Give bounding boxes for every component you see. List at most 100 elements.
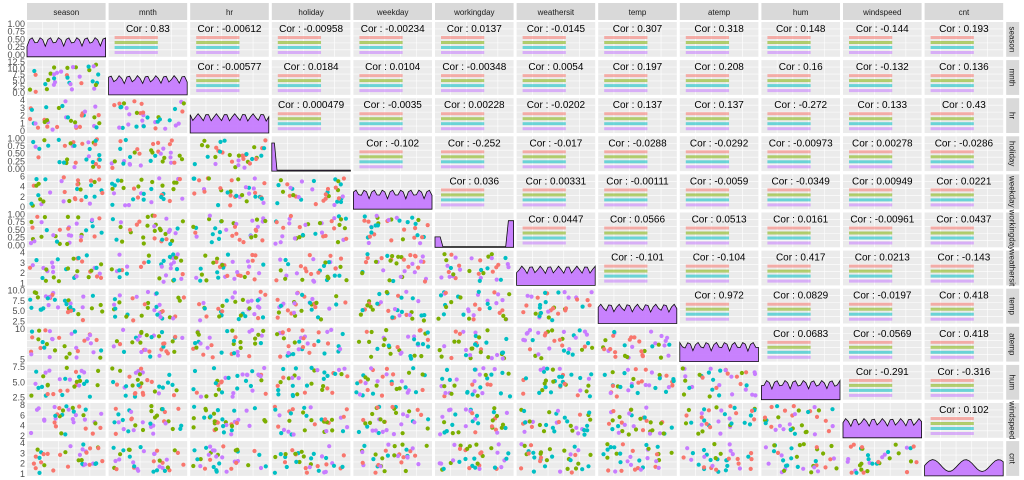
scatter-point	[145, 115, 150, 120]
scatter-point	[391, 372, 396, 377]
scatter-point	[568, 423, 573, 428]
correlation-text: Cor : 0.036	[450, 176, 500, 187]
scatter-point	[233, 335, 238, 340]
scatter-point	[285, 182, 290, 187]
scatter-point	[503, 255, 508, 261]
panel-bg	[190, 403, 269, 438]
group-correlation-3	[359, 122, 403, 126]
scatter-point	[394, 215, 399, 220]
scatter-point	[33, 121, 38, 126]
panel-weekday-mnth	[108, 174, 188, 210]
scatter-point	[211, 411, 217, 416]
scatter-point	[250, 369, 255, 374]
scatter-point	[629, 407, 634, 412]
scatter-point	[149, 335, 154, 340]
scatter-point	[558, 469, 563, 474]
scatter-point	[216, 306, 221, 311]
panel-bg	[679, 60, 759, 95]
panel-windspeed-hr	[190, 403, 269, 438]
scatter-point	[285, 308, 290, 313]
scatter-point	[419, 354, 424, 359]
group-correlation-3	[767, 274, 811, 278]
scatter-point	[247, 191, 252, 196]
group-correlation-3	[359, 46, 403, 49]
scatter-point	[618, 460, 623, 465]
scatter-point	[338, 256, 344, 261]
scatter-point	[617, 414, 622, 420]
scatter-point	[117, 293, 122, 298]
panel-weathersit-weathersit	[516, 250, 596, 286]
scatter-point	[474, 413, 480, 418]
group-correlation-4	[604, 89, 648, 93]
scatter-point	[181, 462, 186, 467]
scatter-point	[163, 273, 169, 278]
scatter-point	[363, 375, 368, 380]
scatter-point	[283, 276, 288, 281]
correlation-text: Cor : 0.00949	[852, 176, 913, 187]
scatter-point	[495, 352, 500, 358]
scatter-point	[849, 470, 854, 475]
scatter-point	[700, 375, 705, 380]
scatter-point	[809, 470, 814, 475]
group-correlation-1	[685, 264, 730, 268]
scatter-point	[225, 190, 230, 195]
scatter-point	[65, 214, 70, 219]
panel-season-windspeed: Cor : -0.144	[843, 22, 922, 57]
panel-temp-season	[27, 288, 106, 324]
scatter-point	[579, 347, 585, 352]
scatter-point	[369, 354, 374, 359]
scatter-point	[170, 238, 175, 243]
scatter-point	[506, 371, 511, 376]
group-correlation-2	[196, 79, 240, 83]
scatter-point	[234, 420, 239, 426]
group-correlation-1	[441, 36, 485, 39]
scatter-point	[44, 342, 50, 347]
scatter-point	[131, 460, 136, 465]
scatter-point	[529, 294, 534, 299]
scatter-point	[30, 225, 35, 230]
correlation-text: Cor : 0.307	[613, 24, 663, 35]
scatter-point	[177, 153, 182, 158]
scatter-point	[287, 418, 292, 423]
scatter-point	[89, 306, 94, 311]
scatter-point	[316, 270, 321, 275]
scatter-point	[661, 431, 666, 436]
scatter-point	[68, 301, 73, 306]
scatter-point	[148, 421, 153, 426]
scatter-point	[404, 289, 409, 294]
scatter-point	[366, 219, 371, 224]
scatter-point	[76, 255, 81, 261]
group-correlation-2	[359, 79, 403, 83]
x-axis-ticks-hum: 2.55.07.5	[759, 479, 842, 480]
group-correlation-4	[685, 165, 730, 169]
group-correlation-1	[604, 150, 648, 154]
scatter-point	[236, 163, 241, 168]
scatter-point	[32, 290, 37, 295]
scatter-point	[525, 293, 530, 298]
scatter-point	[495, 450, 500, 455]
scatter-point	[781, 458, 786, 463]
scatter-point	[286, 327, 291, 333]
scatter-point	[697, 372, 702, 377]
scatter-point	[93, 421, 98, 426]
scatter-point	[252, 312, 257, 317]
panel-weekday-atemp: Cor : -0.0059	[679, 174, 759, 210]
scatter-point	[489, 252, 494, 257]
scatter-point	[487, 306, 492, 311]
scatter-point	[257, 452, 262, 457]
group-correlation-2	[930, 307, 974, 311]
scatter-point	[632, 335, 637, 340]
scatter-point	[250, 328, 255, 333]
scatter-point	[243, 378, 249, 383]
scatter-point	[631, 424, 636, 429]
scatter-point	[365, 387, 370, 393]
scatter-point	[880, 455, 885, 460]
scatter-point	[729, 374, 734, 379]
correlation-text: Cor : 0.417	[776, 253, 826, 264]
scatter-point	[36, 193, 41, 198]
x-tick-label: 0.50	[466, 479, 484, 480]
scatter-point	[229, 432, 234, 437]
panel-bg	[271, 60, 351, 95]
scatter-point	[234, 460, 239, 465]
scatter-point	[303, 466, 308, 471]
